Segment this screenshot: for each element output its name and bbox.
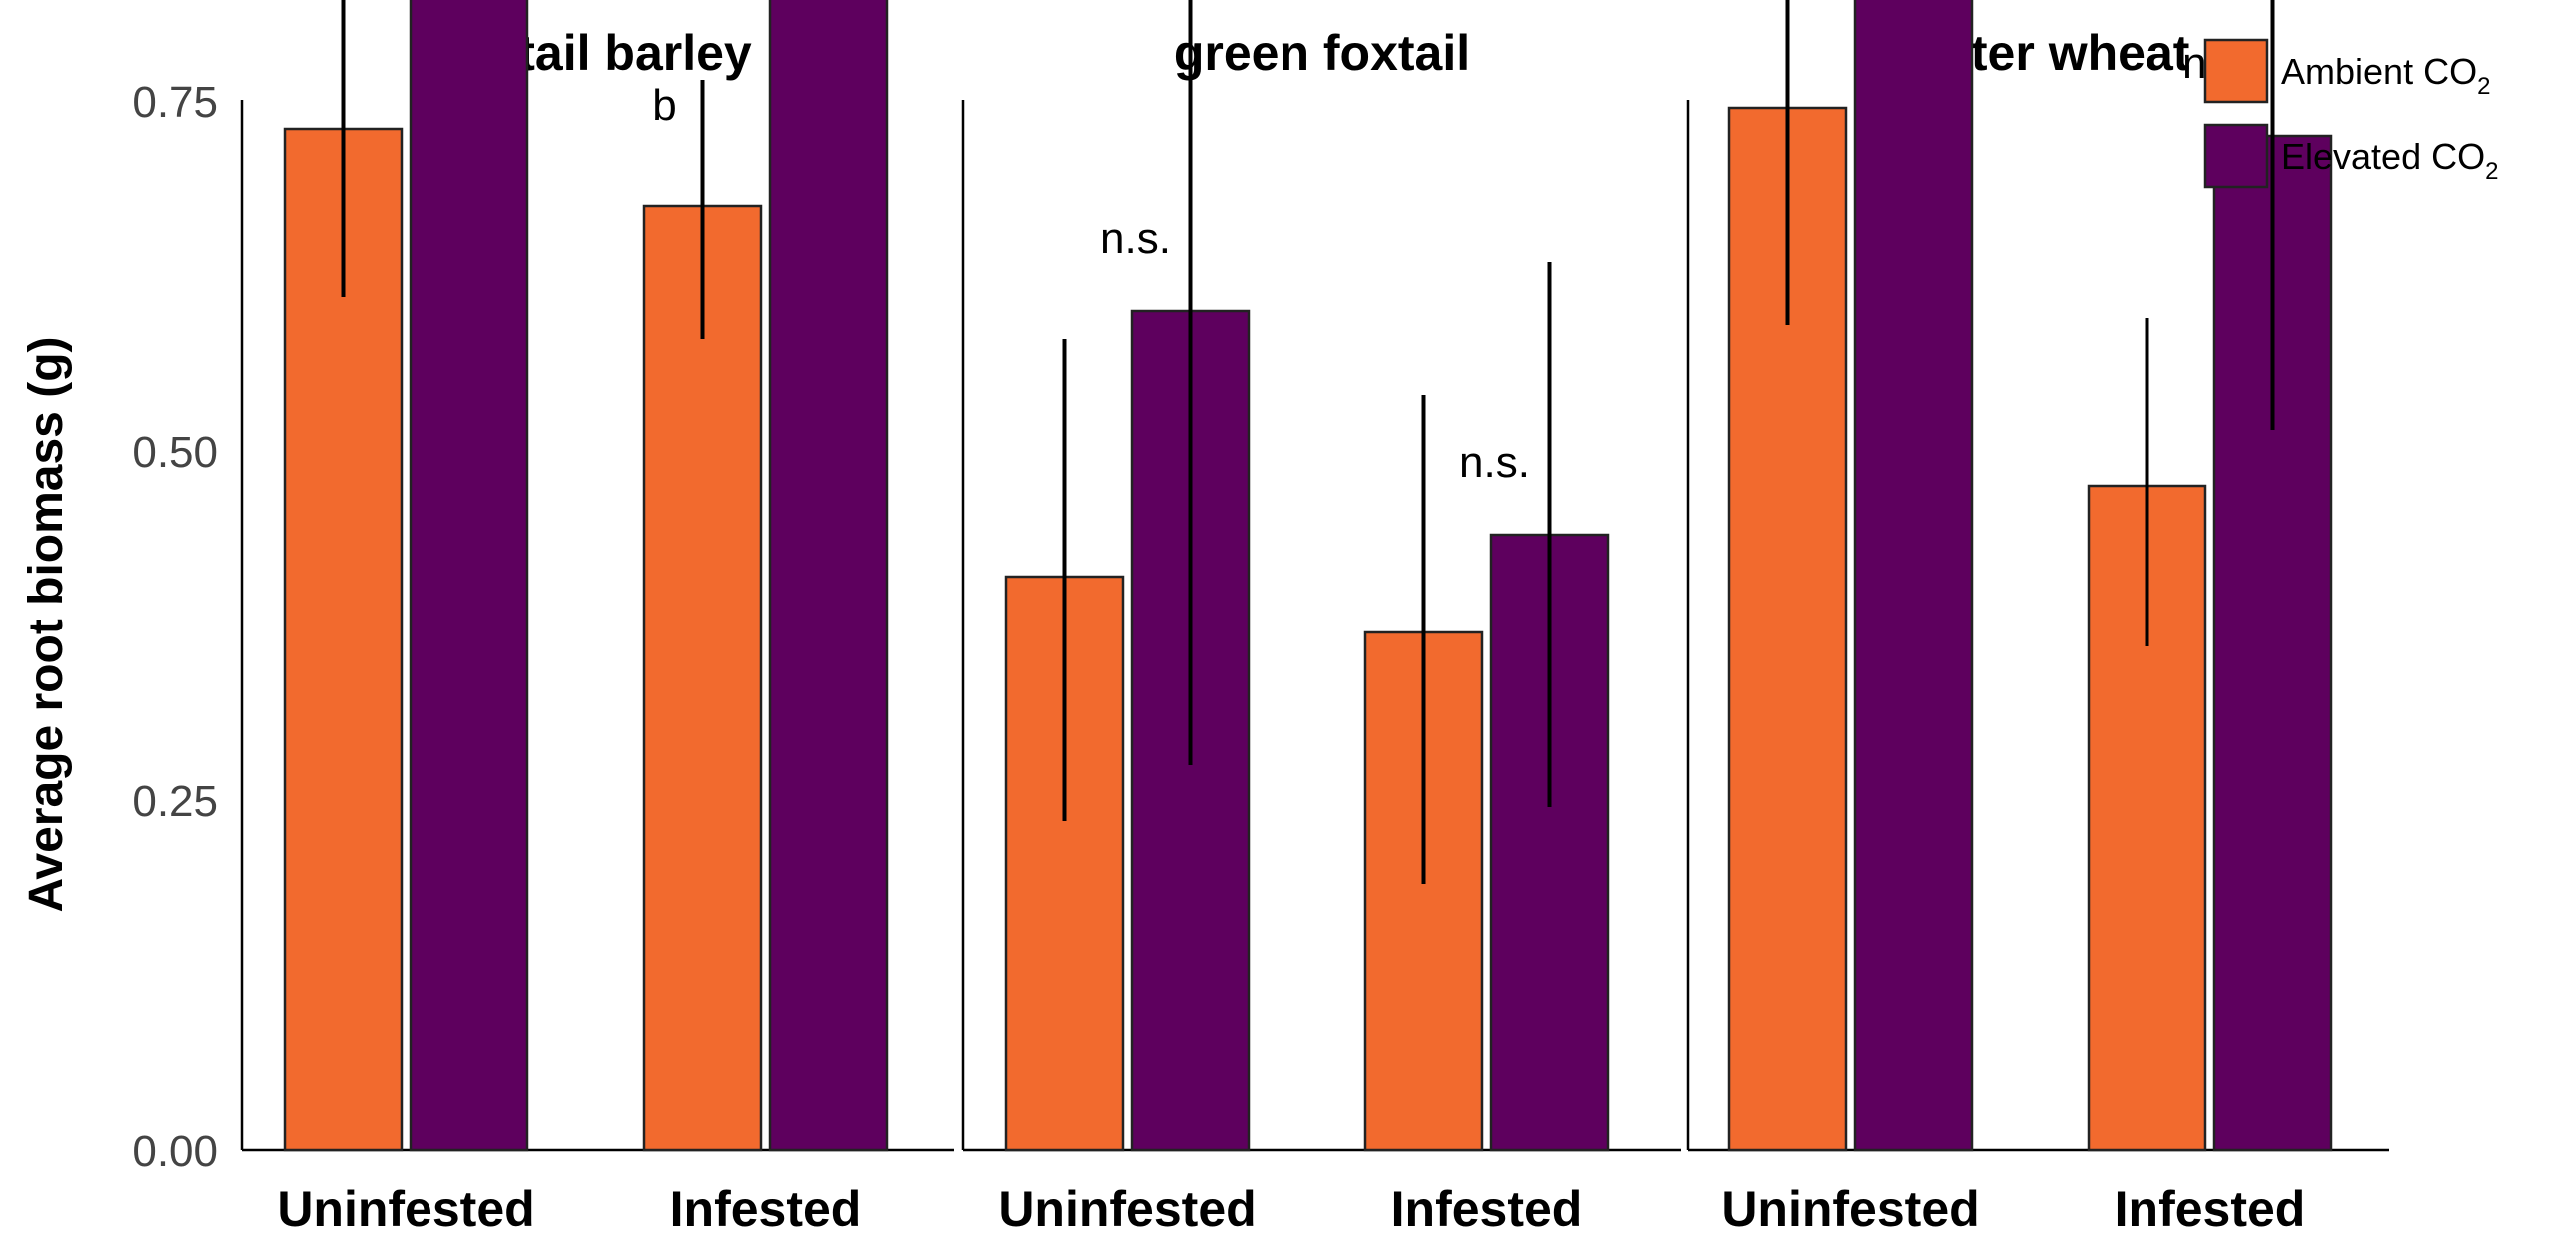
legend-swatch — [2203, 123, 2269, 189]
legend-label-subscript: 2 — [2485, 158, 2498, 185]
panel-title: green foxtail — [1174, 25, 1470, 81]
x-tick-label: Uninfested — [1721, 1181, 1979, 1237]
y-tick-label: 0.00 — [132, 1127, 218, 1176]
significance-label: n.s. — [1100, 214, 1171, 263]
x-tick-label: Infested — [1391, 1181, 1583, 1237]
legend-label: Elevated CO2 — [2281, 136, 2498, 185]
legend-label-subscript: 2 — [2477, 73, 2490, 100]
x-tick-label: Infested — [2115, 1181, 2306, 1237]
y-tick-label: 0.50 — [132, 428, 218, 477]
y-tick-label: 0.25 — [132, 777, 218, 826]
bar — [1853, 0, 1974, 1152]
y-axis-label: Average root biomass (g) — [20, 336, 73, 912]
bar — [768, 0, 889, 1152]
significance-label: b — [652, 81, 676, 130]
significance-label: n.s. — [1459, 438, 1530, 487]
bar — [642, 204, 763, 1152]
legend-label-text: Ambient CO — [2281, 51, 2477, 92]
bar — [283, 127, 404, 1152]
bar — [409, 0, 529, 1152]
x-tick-label: Uninfested — [998, 1181, 1256, 1237]
legend-swatch — [2203, 38, 2269, 104]
legend-label-text: Elevated CO — [2281, 136, 2485, 177]
legend-label: Ambient CO2 — [2281, 51, 2490, 100]
x-tick-label: Uninfested — [277, 1181, 534, 1237]
x-tick-label: Infested — [670, 1181, 862, 1237]
y-tick-label: 0.75 — [132, 78, 218, 127]
